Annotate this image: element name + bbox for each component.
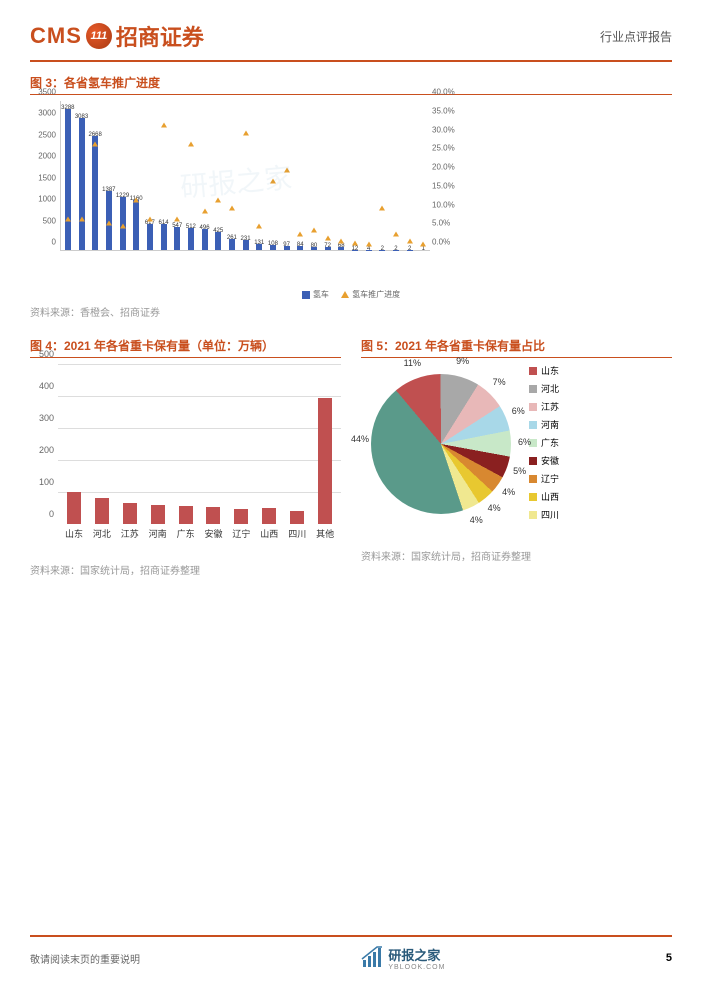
- logo-cms-text: CMS: [30, 23, 82, 49]
- footer-logo-cn: 研报之家: [388, 945, 445, 964]
- figure-3: 图 3：各省氢车推广进度 050010001500200025003000350…: [30, 74, 672, 319]
- figure-4-source: 资料来源：国家统计局，招商证券整理: [30, 562, 341, 577]
- legend-bar-icon: [302, 291, 310, 299]
- figure-4: 图 4：2021 年各省重卡保有量（单位：万辆） 010020030040050…: [30, 337, 341, 577]
- footer-note: 敬请阅读末页的重要说明: [30, 951, 140, 966]
- figure-4-plot: 山东河北江苏河南广东安徽辽宁山西四川其他: [58, 364, 341, 524]
- footer-logo-icon: [360, 946, 384, 970]
- figure-5-pie-wrap: 11%9%7%6%6%5%4%4%4%44%: [361, 364, 521, 524]
- figure-5: 图 5：2021 年各省重卡保有量占比 11%9%7%6%6%5%4%4%4%4…: [361, 337, 672, 577]
- figure-3-plot: 3288308326681387122911606176145475124964…: [60, 101, 430, 251]
- header-subtitle: 行业点评报告: [600, 28, 672, 45]
- figure-5-pie: [371, 374, 511, 514]
- figure-3-source: 资料来源：香橙会、招商证券: [30, 304, 672, 319]
- figure-4-title: 图 4：2021 年各省重卡保有量（单位：万辆）: [30, 337, 341, 358]
- figure-4-y-axis: 0100200300400500: [30, 364, 56, 524]
- logo-cn-text: 招商证券: [116, 20, 204, 52]
- figure-4-chart: 0100200300400500 山东河北江苏河南广东安徽辽宁山西四川其他: [30, 364, 341, 544]
- legend-bar-label: 氢车: [313, 290, 329, 299]
- legend-tri-label: 氢车推广进度: [352, 290, 400, 299]
- figure-3-y2-axis: 0.0%5.0%10.0%15.0%20.0%25.0%30.0%35.0%40…: [430, 101, 460, 251]
- footer: 敬请阅读末页的重要说明 研报之家 YBLOOK.COM 5: [30, 935, 672, 971]
- footer-logo-en: YBLOOK.COM: [388, 964, 445, 971]
- footer-logo: 研报之家 YBLOOK.COM: [360, 945, 445, 971]
- figure-3-y1-axis: 0500100015002000250030003500: [30, 101, 58, 251]
- footer-page-number: 5: [666, 952, 672, 964]
- figure-3-chart: 0500100015002000250030003500 0.0%5.0%10.…: [30, 101, 460, 271]
- figure-3-legend: 氢车 氢车推广进度: [30, 289, 672, 300]
- legend-tri-icon: [341, 291, 349, 298]
- figure-5-title: 图 5：2021 年各省重卡保有量占比: [361, 337, 672, 358]
- logo: CMS 111 招商证券: [30, 20, 204, 52]
- figure-5-chart: 11%9%7%6%6%5%4%4%4%44% 山东河北江苏河南广东安徽辽宁山西四…: [361, 364, 672, 544]
- figure-5-source: 资料来源：国家统计局，招商证券整理: [361, 548, 672, 563]
- header: CMS 111 招商证券 行业点评报告: [30, 20, 672, 62]
- figure-3-title: 图 3：各省氢车推广进度: [30, 74, 672, 95]
- logo-badge-icon: 111: [86, 23, 112, 49]
- figure-5-legend: 山东河北江苏河南广东安徽辽宁山西四川: [529, 364, 559, 526]
